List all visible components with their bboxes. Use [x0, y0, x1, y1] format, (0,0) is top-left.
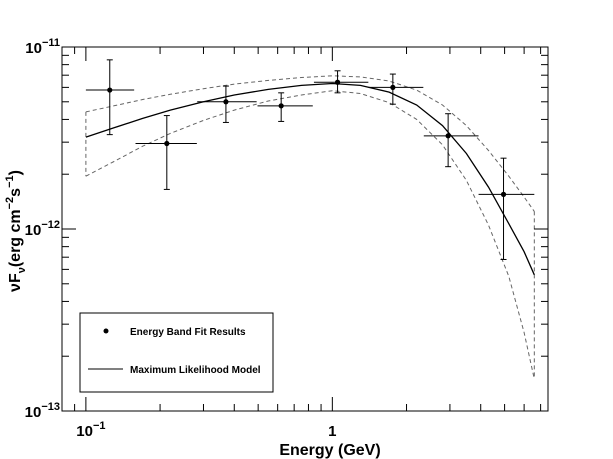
y-tick-label: 10−12	[25, 219, 60, 239]
confidence-band	[85, 75, 535, 380]
data-point	[368, 73, 424, 105]
axis-ticks	[61, 46, 548, 412]
point-marker	[223, 99, 229, 105]
point-marker	[500, 191, 507, 197]
band-lower-line	[85, 90, 535, 380]
point-marker	[334, 79, 341, 85]
data-point	[135, 115, 197, 190]
model-curve	[85, 82, 535, 276]
x-tick-label: 10−1	[76, 420, 105, 440]
legend-box	[79, 312, 274, 393]
data-point	[313, 70, 369, 94]
data-point	[423, 113, 479, 168]
data-point	[257, 92, 313, 122]
point-marker	[107, 87, 113, 93]
model-line	[85, 82, 535, 276]
legend: Energy Band Fit Results Maximum Likeliho…	[79, 312, 274, 393]
point-marker	[278, 103, 284, 109]
data-point	[197, 85, 257, 123]
data-point	[478, 157, 535, 260]
x-tick-label: 1	[328, 423, 336, 440]
point-marker	[445, 133, 451, 139]
legend-label-data: Energy Band Fit Results	[130, 327, 246, 338]
legend-point-marker	[103, 328, 109, 334]
y-axis-title: νFν(erg cm−2s−1)	[4, 170, 28, 292]
band-upper-line	[85, 75, 535, 212]
data-point	[85, 59, 135, 136]
y-tick-label: 10−11	[25, 37, 60, 57]
y-tick-label: 10−13	[25, 401, 60, 421]
legend-label-model: Maximum Likelihood Model	[130, 365, 261, 376]
point-marker	[164, 140, 170, 147]
data-points	[85, 59, 535, 260]
x-axis-title: Energy (GeV)	[279, 442, 380, 459]
point-marker	[390, 84, 396, 90]
